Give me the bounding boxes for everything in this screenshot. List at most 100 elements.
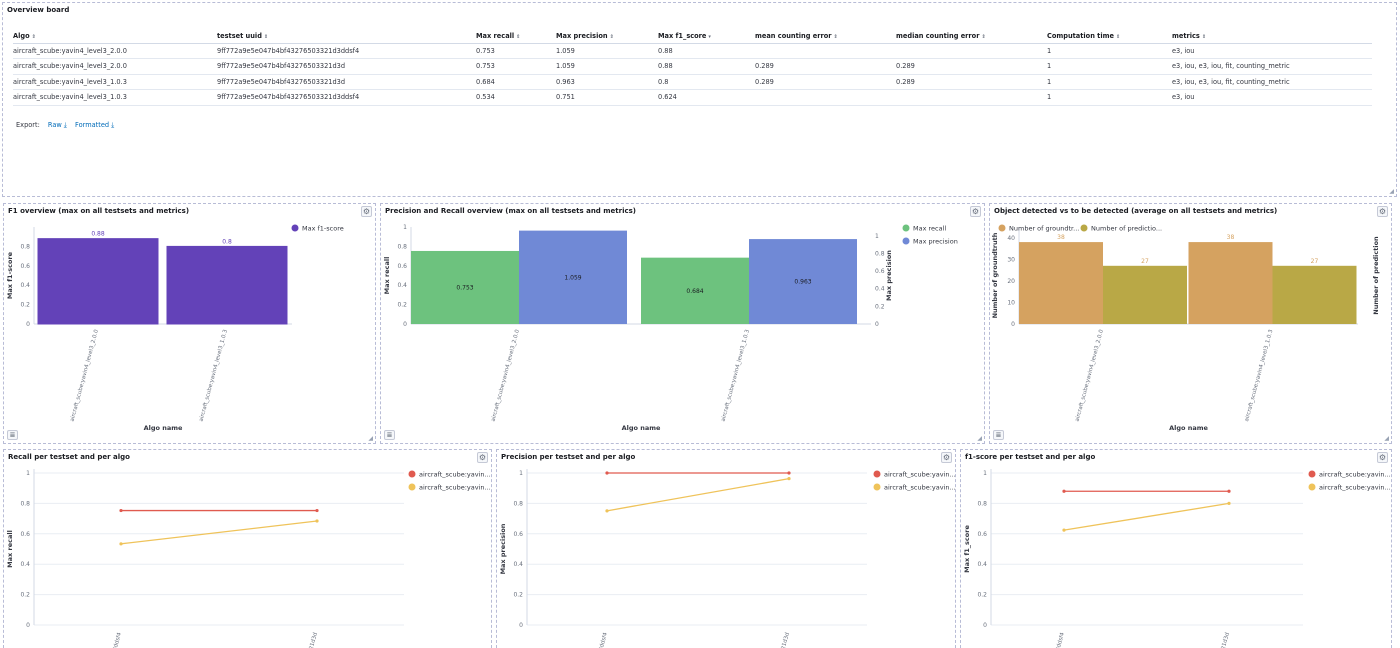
bar [37, 238, 159, 325]
col-mean-counting-error[interactable]: mean counting error ⇕ [755, 29, 896, 44]
panel-title: Recall per testset and per algo [8, 453, 130, 461]
export-label: Export: [16, 121, 40, 129]
gear-icon[interactable]: ⚙ [1377, 452, 1388, 463]
legend-toggle-icon[interactable]: ≣ [384, 430, 395, 440]
y-tick-label: 0 [519, 622, 523, 629]
y-tick-label: 1 [403, 224, 407, 231]
x-tick-label: ...d3ddsf4 [1053, 631, 1066, 648]
col-algo[interactable]: Algo ⇕ [13, 29, 217, 44]
sort-icon: ⇕ [31, 33, 36, 40]
table-row: aircraft_scube:yavin4_level3_1.0.3 9ff772… [13, 89, 1372, 106]
series-point [787, 477, 791, 481]
y-tick-label: 0.6 [513, 531, 523, 538]
y-tick-label: 0.8 [20, 243, 30, 250]
y-tick-label: 30 [1007, 256, 1015, 263]
export-raw-link[interactable]: Raw ⤓ [47, 121, 67, 129]
x-tick-label: ...d3ddsf4 [596, 631, 609, 648]
legend-label: Number of predictio... [1091, 225, 1162, 233]
y-right-tick-label: 0.4 [875, 286, 885, 293]
y-tick-label: 0.4 [20, 561, 30, 568]
x-tick-label: ...d3ddsf4 [110, 631, 123, 648]
gear-icon[interactable]: ⚙ [361, 206, 372, 217]
col-metrics[interactable]: metrics ⇕ [1172, 29, 1372, 44]
col-max-recall[interactable]: Max recall ⇕ [476, 29, 556, 44]
y-tick-label: 0.6 [20, 531, 30, 538]
table-row: aircraft_scube:yavin4_level3_1.0.3 9ff772… [13, 74, 1372, 90]
y-tick-label: 1 [983, 470, 987, 477]
bar-value-label: 38 [1227, 234, 1235, 241]
series-line [120, 520, 318, 545]
legend-label: Max recall [913, 225, 946, 233]
sort-icon: ⇕ [1201, 33, 1207, 40]
y-tick-label: 0.8 [977, 500, 987, 507]
gear-icon[interactable]: ⚙ [1377, 206, 1388, 217]
bar [641, 257, 749, 324]
bar-value-label: 27 [1141, 258, 1149, 265]
resize-handle[interactable]: ◢ [1389, 188, 1394, 195]
y-axis-label: Max recall [6, 530, 14, 568]
legend-label: aircraft_scube:yavin... [419, 484, 491, 492]
col-max-precision[interactable]: Max precision ⇕ [556, 29, 658, 44]
panel-title: Precision per testset and per algo [501, 453, 636, 461]
y-right-tick-label: 0 [875, 321, 879, 328]
object-detected-panel: Object detected vs to be detected (avera… [989, 203, 1392, 444]
col-median-counting-error[interactable]: median counting error ⇕ [896, 29, 1047, 44]
y-tick-label: 0.6 [397, 263, 407, 270]
series-point [315, 508, 319, 513]
resize-handle[interactable]: ◢ [977, 435, 982, 442]
x-tick-label: aircraft_scube:yavin4_level3_1.0.3 [199, 328, 230, 422]
f1-per-testset-panel: f1-score per testset and per algo ⚙ 0 0.2… [960, 449, 1392, 648]
legend-toggle-icon[interactable]: ≣ [7, 430, 18, 440]
export-formatted-link[interactable]: Formatted ⤓ [75, 121, 115, 129]
bar [166, 245, 288, 325]
y-tick-label: 1 [519, 470, 523, 477]
bar-value-label: 0.684 [686, 288, 703, 295]
x-tick-label: aircraft_scube:yavin4_level3_1.0.3 [721, 328, 752, 422]
y-axis-label: Max precision [499, 523, 507, 574]
bar [1019, 242, 1103, 324]
legend-swatch [873, 470, 881, 478]
bar-value-label: 1.059 [564, 274, 581, 281]
bar-value-label: 0.88 [91, 231, 105, 238]
y-tick-label: 0.2 [20, 302, 30, 309]
y-tick-label: 0.4 [20, 282, 30, 289]
overview-table: Algo ⇕ testset uuid ⇕ Max recall ⇕ Max prec… [13, 29, 1372, 106]
gear-icon[interactable]: ⚙ [941, 452, 952, 463]
y-tick-label: 10 [1007, 299, 1015, 306]
bar [749, 239, 857, 324]
recall-per-testset-panel: Recall per testset and per algo ⚙ 0 0.2 0.… [3, 449, 492, 648]
y-tick-label: 0.2 [20, 592, 30, 599]
gear-icon[interactable]: ⚙ [477, 452, 488, 463]
y-axis-label: Max recall [383, 257, 391, 295]
col-testset-uuid[interactable]: testset uuid ⇕ [217, 29, 476, 44]
y-tick-label: 0.2 [397, 302, 407, 309]
legend-toggle-icon[interactable]: ≣ [993, 430, 1004, 440]
legend-swatch [902, 237, 910, 245]
y-tick-label: 0.8 [20, 500, 30, 507]
f1-line-chart: 0 0.2 0.4 0.6 0.8 1 Max f1_score ...d3ddsf4 ...3… [963, 469, 1391, 648]
y-axis-right-label: Number of prediction [1372, 236, 1380, 315]
overview-panel: Overview board Algo ⇕ testset uuid ⇕ Max r… [2, 2, 1397, 197]
resize-handle[interactable]: ◢ [1384, 435, 1389, 442]
series-point [1062, 489, 1066, 493]
y-tick-label: 0 [1011, 321, 1015, 328]
series-point [787, 471, 791, 475]
col-max-f1[interactable]: Max f1_score ▾ [658, 29, 755, 44]
y-tick-label: 0.6 [977, 531, 987, 538]
col-computation-time[interactable]: Computation time ⇕ [1047, 29, 1172, 44]
y-tick-label: 0 [403, 321, 407, 328]
panel-title: Precision and Recall overview (max on al… [385, 207, 636, 215]
precision-recall-chart: 0 0.2 0.4 0.6 0.8 1 0 0.2 0.4 0.6 0.8 1 Max recall Ma… [383, 224, 958, 432]
legend-label: aircraft_scube:yavin... [419, 471, 491, 479]
bar [1272, 265, 1357, 324]
overview-title: Overview board [7, 6, 70, 14]
sort-desc-icon: ▾ [708, 33, 711, 40]
legend-swatch [1308, 470, 1316, 478]
gear-icon[interactable]: ⚙ [970, 206, 981, 217]
bar-value-label: 0.8 [222, 238, 232, 245]
f1-overview-panel: F1 overview (max on all testsets and met… [3, 203, 376, 444]
x-axis-label: Algo name [622, 424, 661, 432]
resize-handle[interactable]: ◢ [368, 435, 373, 442]
y-tick-label: 0.8 [513, 500, 523, 507]
legend-swatch [1308, 483, 1316, 491]
